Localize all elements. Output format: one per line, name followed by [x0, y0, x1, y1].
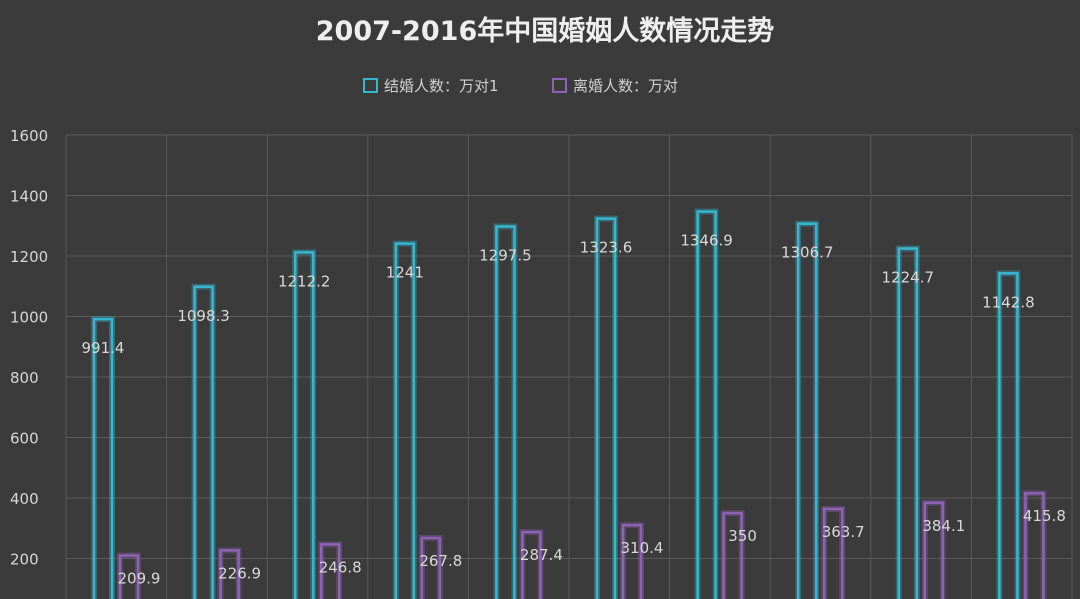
y-tick-label: 1600	[10, 127, 48, 145]
bar-marriage-glow	[392, 240, 417, 599]
data-label-marriage: 1212.2	[278, 272, 331, 290]
data-label-marriage: 1224.7	[882, 269, 935, 287]
data-label-divorce: 226.9	[218, 564, 261, 582]
bar-marriage	[293, 251, 315, 599]
bar-divorce	[1024, 491, 1045, 599]
data-label-marriage: 1297.5	[479, 247, 532, 265]
bar-divorce-glow	[620, 522, 644, 599]
y-tick-label: 1200	[10, 248, 48, 266]
data-label-divorce: 350	[728, 527, 757, 545]
data-label-marriage: 991.4	[82, 339, 125, 357]
bar-marriage-glow	[996, 270, 1021, 599]
data-label-divorce: 415.8	[1023, 507, 1066, 525]
bar-divorce	[722, 511, 743, 599]
data-label-divorce: 246.8	[319, 558, 362, 576]
bar-marriage	[796, 222, 818, 599]
data-label-marriage: 1098.3	[177, 307, 230, 325]
bar-marriage	[897, 247, 919, 599]
data-label-divorce: 384.1	[922, 517, 965, 535]
bar-marriage-glow	[795, 220, 820, 599]
y-tick-label: 800	[10, 369, 39, 387]
bar-divorce-glow	[720, 510, 745, 599]
bar-marriage-glow	[594, 215, 618, 599]
bar-marriage-glow	[91, 316, 115, 599]
legend-label-marriage: 结婚人数：万对1	[384, 77, 499, 95]
bars	[91, 208, 1047, 599]
data-label-marriage: 1241	[386, 264, 424, 282]
bar-marriage	[495, 225, 516, 599]
bar-marriage-glow	[694, 208, 719, 599]
bar-marriage	[193, 285, 214, 599]
legend-marker-divorce	[552, 78, 567, 93]
data-label-marriage: 1346.9	[680, 232, 733, 250]
legend-marker-marriage	[363, 78, 378, 93]
bar-divorce	[420, 536, 442, 599]
data-label-marriage: 1306.7	[781, 244, 834, 262]
bar-marriage-glow	[895, 245, 920, 599]
bar-marriage	[92, 317, 114, 599]
y-axis-ticks: 200 400 600 800 1000 1200 1400 1600	[10, 127, 48, 569]
bar-divorce	[521, 530, 542, 599]
data-label-divorce: 267.8	[419, 552, 462, 570]
bar-marriage-glow	[493, 223, 518, 599]
data-label-divorce: 310.4	[621, 539, 664, 557]
bar-divorce	[219, 549, 240, 599]
data-label-divorce: 287.4	[520, 546, 563, 564]
bar-marriage-glow	[191, 283, 216, 599]
bar-marriage	[394, 242, 416, 599]
chart-title: 2007-2016年中国婚姻人数情况走势	[316, 15, 775, 47]
bar-divorce	[118, 554, 140, 599]
data-label-marriage: 1142.8	[982, 293, 1035, 311]
bar-divorce-glow	[519, 529, 544, 599]
y-tick-label: 1000	[10, 309, 48, 327]
bar-marriage	[595, 217, 617, 599]
y-tick-label: 400	[10, 490, 39, 508]
data-labels: 991.4 1098.3 1212.2 1241 1297.5 1323.6 1346.9 1…	[82, 232, 1066, 588]
y-tick-label: 200	[10, 551, 39, 569]
y-tick-label: 600	[10, 430, 39, 448]
bar-marriage	[696, 210, 717, 599]
grid	[65, 134, 1073, 599]
bar-marriage	[998, 272, 1019, 599]
data-label-divorce: 363.7	[822, 523, 865, 541]
bar-divorce	[822, 507, 844, 599]
data-label-marriage: 1323.6	[580, 239, 633, 257]
data-label-divorce: 209.9	[118, 570, 161, 588]
bar-divorce	[621, 523, 643, 599]
bar-divorce	[923, 501, 945, 599]
bar-marriage-glow	[292, 249, 317, 599]
y-tick-label: 1400	[10, 188, 48, 206]
legend-label-divorce: 离婚人数：万对	[573, 77, 678, 95]
legend: 结婚人数：万对1 离婚人数：万对	[363, 77, 678, 95]
bar-divorce	[319, 543, 341, 599]
